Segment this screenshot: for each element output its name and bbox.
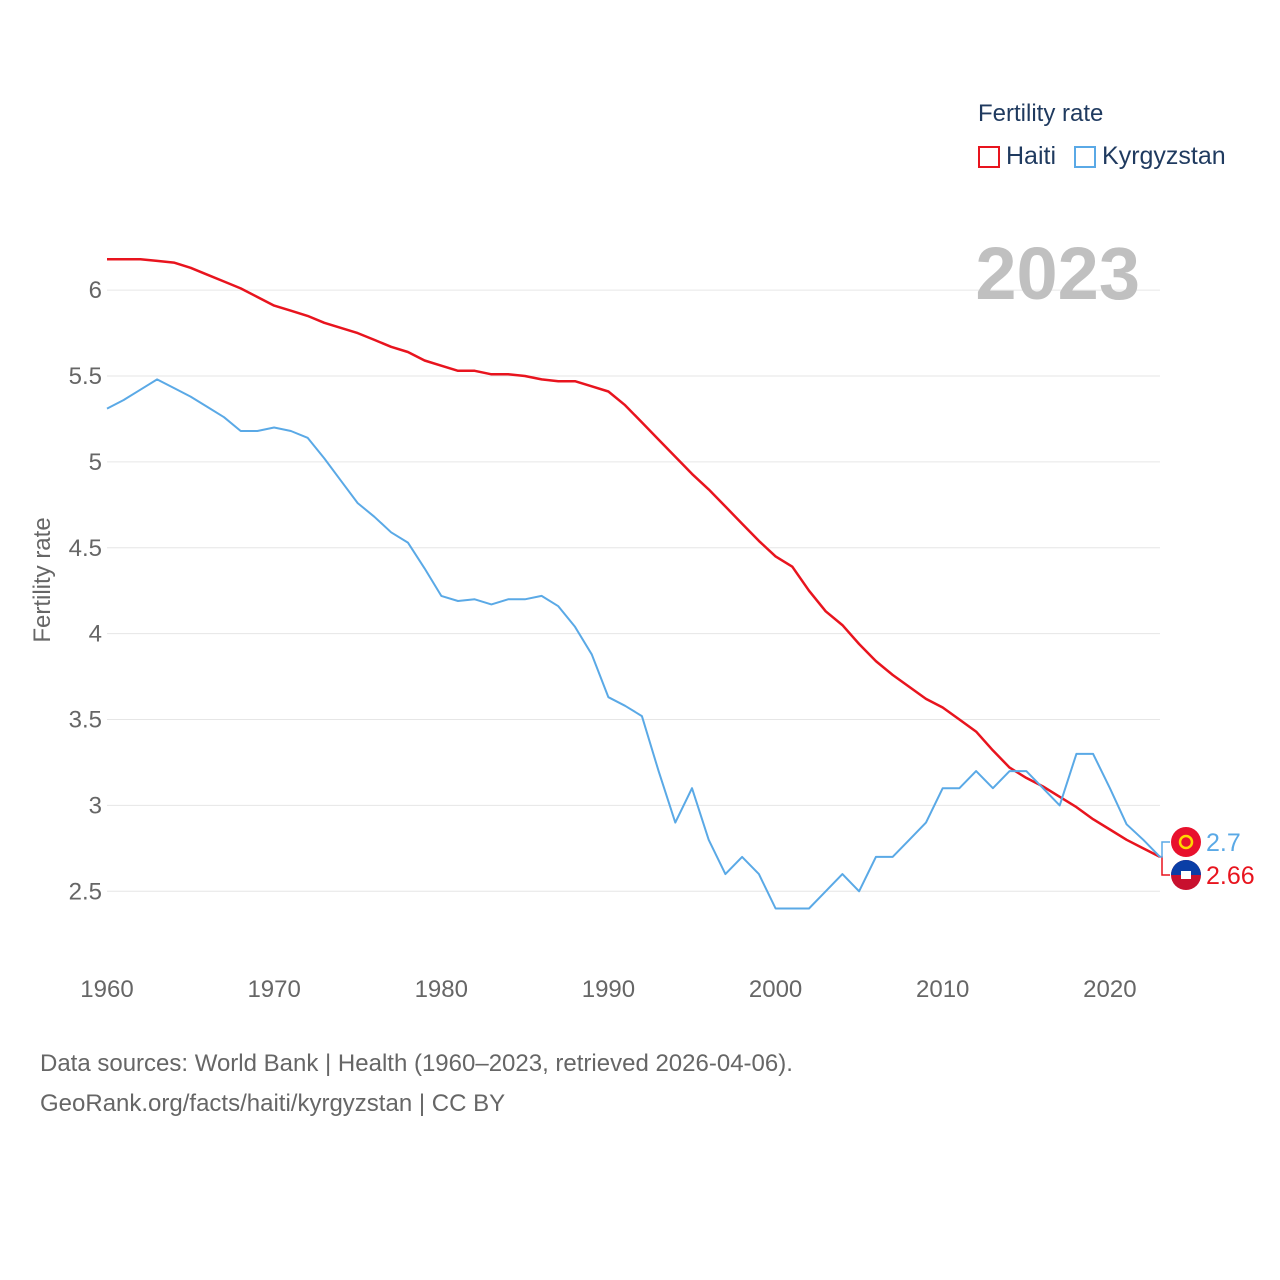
y-tick-label: 6 — [89, 277, 102, 304]
end-value-kyrgyzstan: 2.7 — [1206, 829, 1241, 857]
year-label: 2023 — [975, 232, 1140, 315]
legend-label-haiti: Haiti — [1006, 142, 1057, 170]
series-line-kyrgyzstan — [106, 378, 1161, 910]
end-connector-haiti — [1160, 856, 1170, 876]
y-tick-label: 5.5 — [69, 363, 102, 390]
legend-item-kyrgyzstan[interactable]: Kyrgyzstan — [1074, 142, 1226, 171]
x-tick-label: 1970 — [247, 976, 300, 1003]
x-tick-label: 1980 — [415, 976, 468, 1003]
x-tick-label: 1990 — [582, 976, 635, 1003]
x-tick-label: 2020 — [1083, 976, 1136, 1003]
x-tick-label: 2010 — [916, 976, 969, 1003]
x-tick-label: 2000 — [749, 976, 802, 1003]
legend: Haiti Kyrgyzstan — [978, 142, 1244, 171]
end-value-haiti: 2.66 — [1206, 862, 1255, 890]
haiti-flag-emblem — [1181, 871, 1191, 879]
y-tick-label: 3.5 — [69, 707, 102, 734]
footer-sources: Data sources: World Bank | Health (1960–… — [40, 1050, 793, 1077]
haiti-flag-top — [1171, 860, 1201, 875]
footer-attribution[interactable]: GeoRank.org/facts/haiti/kyrgyzstan | CC … — [40, 1090, 506, 1117]
kyrgyzstan-flag — [1171, 827, 1201, 857]
y-axis-label: Fertility rate — [29, 517, 56, 643]
y-tick-label: 4 — [89, 621, 102, 648]
series-line-haiti — [107, 257, 1161, 859]
y-tick-label: 5 — [89, 449, 102, 476]
y-tick-label: 3 — [89, 792, 102, 819]
x-tick-label: 1960 — [80, 976, 133, 1003]
legend-item-haiti[interactable]: Haiti — [978, 142, 1056, 171]
kyrgyzstan-flag-sun — [1178, 834, 1194, 850]
end-connector-kyrgyzstan — [1160, 841, 1170, 858]
legend-title: Fertility rate — [978, 100, 1104, 127]
y-tick-label: 4.5 — [69, 535, 102, 562]
footer: Data sources: World Bank | Health (1960–… — [40, 1044, 793, 1124]
legend-swatch-kyrgyzstan — [1074, 145, 1097, 168]
legend-swatch-haiti — [978, 145, 1000, 168]
legend-label-kyrgyzstan: Kyrgyzstan — [1102, 142, 1226, 170]
y-tick-label: 2.5 — [69, 878, 102, 905]
